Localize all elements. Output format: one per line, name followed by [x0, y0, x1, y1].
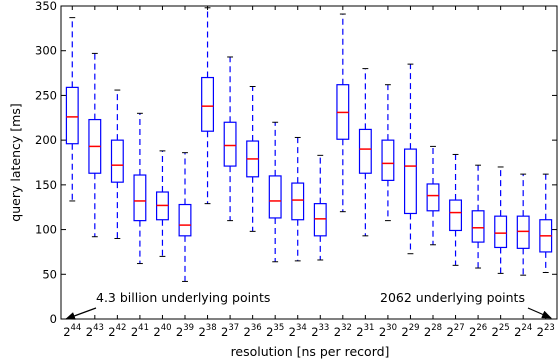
- box-iqr: [449, 199, 463, 232]
- box-2-37: [223, 56, 237, 222]
- x-tick-label: 232: [334, 323, 352, 339]
- y-tick-label: 0: [50, 312, 57, 326]
- box-iqr: [494, 215, 508, 249]
- box-2-31: [358, 68, 372, 237]
- box-2-38: [201, 7, 215, 205]
- box-2-25: [494, 166, 508, 274]
- x-tick-label: 241: [131, 323, 149, 339]
- x-tick-label: 223: [537, 323, 555, 339]
- x-tick-label: 238: [198, 323, 216, 339]
- x-axis-ticks: 244 243 242 241 240 239 238 237 236 235 234 233 232 2…: [63, 6, 555, 339]
- annotation-text-right: 2062 underlying points: [380, 290, 525, 305]
- box-iqr: [223, 121, 237, 167]
- x-tick-label: 244: [63, 323, 81, 339]
- box-iqr: [516, 215, 530, 249]
- box-iqr: [291, 182, 305, 221]
- annotations: 4.3 billion underlying points 2062 underl…: [65, 290, 552, 320]
- box-2-30: [381, 84, 395, 222]
- x-tick-label: 229: [401, 323, 419, 339]
- x-tick-label: 233: [311, 323, 329, 339]
- x-tick-label: 240: [153, 323, 171, 339]
- box-2-41: [133, 112, 147, 265]
- box-iqr: [313, 203, 327, 237]
- annotation-text-left: 4.3 billion underlying points: [96, 290, 270, 305]
- x-tick-label: 237: [221, 323, 239, 339]
- box-2-35: [268, 121, 282, 263]
- box-iqr: [403, 148, 417, 215]
- x-tick-label: 225: [492, 323, 510, 339]
- x-tick-label: 242: [108, 323, 126, 339]
- box-iqr: [133, 174, 147, 222]
- box-2-26: [471, 164, 485, 269]
- y-tick-label: 300: [35, 44, 57, 58]
- y-tick-label: 250: [35, 88, 57, 102]
- x-tick-label: 228: [424, 323, 442, 339]
- x-tick-label: 230: [379, 323, 397, 339]
- y-tick-label: 200: [35, 133, 57, 147]
- box-2-44: [65, 17, 79, 202]
- y-tick-label: 50: [42, 267, 57, 281]
- box-iqr: [426, 183, 440, 212]
- box-2-36: [246, 85, 260, 232]
- box-2-27: [449, 153, 463, 266]
- x-tick-label: 227: [446, 323, 464, 339]
- annotation-arrow-left: [65, 307, 97, 320]
- box-2-43: [88, 52, 102, 238]
- x-tick-label: 243: [86, 323, 104, 339]
- box-iqr: [201, 76, 215, 132]
- box-2-34: [291, 136, 305, 262]
- box-2-23: [539, 173, 553, 273]
- y-tick-label: 150: [35, 178, 57, 192]
- box-iqr: [178, 203, 192, 237]
- x-tick-label: 235: [266, 323, 284, 339]
- annotation-arrow-right: [527, 307, 552, 319]
- box-2-42: [110, 89, 124, 240]
- y-axis-ticks: 0 50 100 150 200 250 300 350: [35, 0, 557, 326]
- box-2-40: [155, 150, 169, 257]
- y-tick-label: 350: [35, 0, 57, 13]
- box-iqr: [381, 139, 395, 181]
- box-2-24: [516, 173, 530, 276]
- box-2-29: [403, 63, 417, 255]
- y-tick-label: 100: [35, 223, 57, 237]
- x-axis-label: resolution [ns per record]: [231, 344, 390, 359]
- box-iqr: [471, 210, 485, 243]
- box-2-39: [178, 152, 192, 282]
- plot-frame: [60, 5, 558, 320]
- x-tick-label: 231: [356, 323, 374, 339]
- box-iqr: [110, 139, 124, 183]
- x-tick-label: 234: [289, 323, 307, 339]
- box-series: [65, 7, 553, 282]
- x-tick-label: 239: [176, 323, 194, 339]
- box-iqr: [268, 175, 282, 219]
- x-tick-label: 226: [469, 323, 487, 339]
- box-iqr: [358, 128, 372, 174]
- x-tick-label: 224: [514, 323, 532, 339]
- box-2-33: [313, 154, 327, 261]
- box-2-32: [336, 13, 350, 213]
- box-2-28: [426, 145, 440, 246]
- y-axis-label: query latency [ms]: [8, 103, 23, 221]
- box-iqr: [65, 86, 79, 145]
- x-tick-label: 236: [244, 323, 262, 339]
